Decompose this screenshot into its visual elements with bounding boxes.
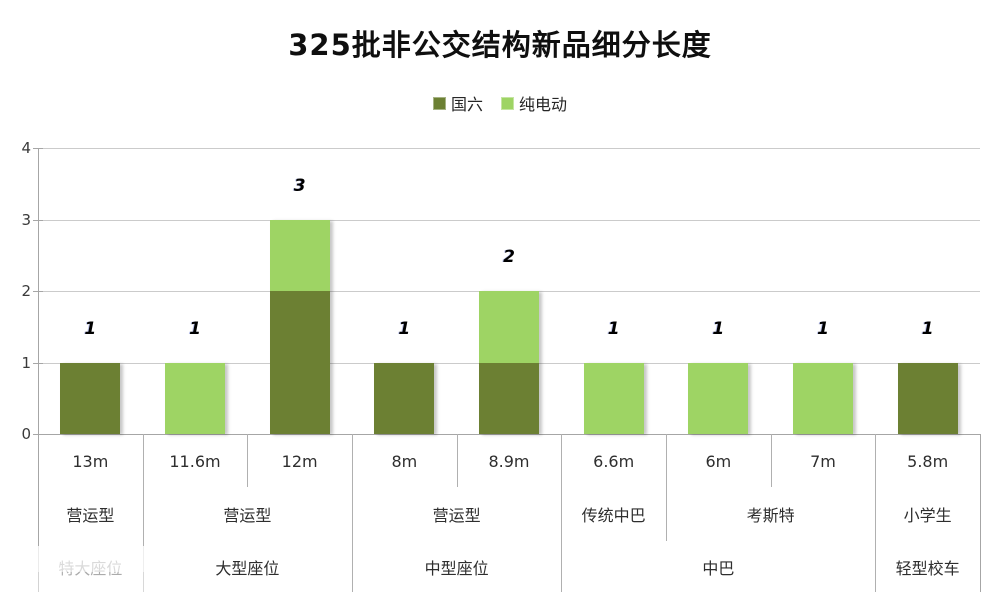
- length-cell: 7m: [810, 452, 836, 471]
- category-divider: [666, 434, 667, 541]
- length-cell: 6.6m: [593, 452, 635, 471]
- length-cell: 8m: [391, 452, 418, 471]
- length-cell: 11.6m: [169, 452, 221, 471]
- bar-value-label: 2: [503, 247, 515, 267]
- bar-stack-7m: [793, 362, 853, 434]
- bar-value-label: 3: [293, 175, 306, 196]
- category-divider: [352, 434, 353, 592]
- bar-value-label: 1: [712, 318, 725, 339]
- bar-value-label: 1: [921, 318, 934, 339]
- y-axis-label: 1: [21, 353, 31, 372]
- legend-swatch-icon: [501, 96, 514, 110]
- x-axis-line: [38, 434, 980, 435]
- bar-value-label: 1: [189, 318, 201, 339]
- bar-stack-6m: [688, 362, 749, 434]
- bar-segment-国六: [479, 362, 539, 434]
- category-table-right-edge: [980, 434, 981, 592]
- legend-label-guoliu: 国六: [450, 95, 483, 114]
- category-divider: [247, 434, 249, 487]
- subcategory-cell: 营运型: [223, 506, 272, 525]
- category-divider: [875, 434, 877, 592]
- bar-segment-纯电动: [793, 362, 853, 434]
- length-cell: 8.9m: [488, 452, 530, 471]
- legend: 国六 纯电动: [0, 91, 1000, 115]
- bar-stack-6.6m: [583, 362, 644, 434]
- length-cell: 12m: [281, 452, 318, 471]
- category-group-cell: 特大座位: [58, 558, 123, 578]
- subcategory-cell: 传统中巴: [581, 506, 646, 525]
- legend-item-guoliu: 国六: [432, 91, 483, 115]
- bar-segment-国六: [60, 362, 121, 434]
- gridline: [38, 148, 980, 149]
- category-divider: [456, 434, 458, 487]
- bar-value-label: 1: [607, 318, 620, 339]
- bar-stack-13m: [60, 362, 121, 434]
- bar-segment-纯电动: [583, 362, 644, 434]
- category-group-cell: 轻型校车: [895, 558, 960, 578]
- length-cell: 6m: [705, 452, 732, 471]
- y-axis-label: 2: [21, 282, 31, 300]
- bar-stack-11.6m: [165, 362, 225, 434]
- category-divider: [561, 434, 563, 592]
- legend-label-pure-electric: 纯电动: [519, 95, 568, 114]
- bar-segment-纯电动: [165, 362, 225, 434]
- bar-segment-国六: [374, 362, 435, 434]
- chart-title: 325批非公交结构新品细分长度: [288, 28, 712, 62]
- subcategory-cell: 小学生: [903, 506, 952, 525]
- y-axis-label: 4: [21, 139, 31, 157]
- legend-swatch-icon: [432, 96, 446, 110]
- bar-stack-12m: [269, 219, 330, 434]
- y-axis-line: [38, 148, 39, 592]
- category-group-cell: 中型座位: [424, 558, 489, 578]
- bar-segment-国六: [897, 362, 958, 434]
- gridline: [38, 219, 980, 221]
- subcategory-cell: 考斯特: [746, 506, 795, 525]
- length-cell: 5.8m: [907, 452, 949, 471]
- bar-segment-纯电动: [269, 219, 330, 291]
- subcategory-cell: 营运型: [66, 506, 115, 525]
- category-divider: [770, 434, 772, 487]
- y-axis-label: 3: [21, 210, 31, 229]
- category-group-cell: 中巴: [702, 558, 735, 578]
- subcategory-cell: 营运型: [432, 506, 481, 525]
- bar-segment-纯电动: [479, 291, 539, 363]
- bar-value-label: 1: [817, 318, 829, 339]
- bar-value-label: 1: [398, 318, 411, 339]
- bar-segment-国六: [269, 291, 330, 434]
- legend-item-pure-electric: 纯电动: [501, 91, 567, 115]
- bar-value-label: 1: [84, 318, 97, 339]
- bar-stack-5.8m: [897, 362, 958, 434]
- category-group-cell: 大型座位: [215, 558, 280, 578]
- bar-stack-8.9m: [479, 291, 539, 434]
- bar-stack-8m: [374, 362, 435, 434]
- category-divider: [142, 434, 144, 592]
- length-cell: 13m: [72, 452, 109, 471]
- bar-segment-纯电动: [688, 362, 749, 434]
- y-axis-label: 0: [21, 425, 31, 443]
